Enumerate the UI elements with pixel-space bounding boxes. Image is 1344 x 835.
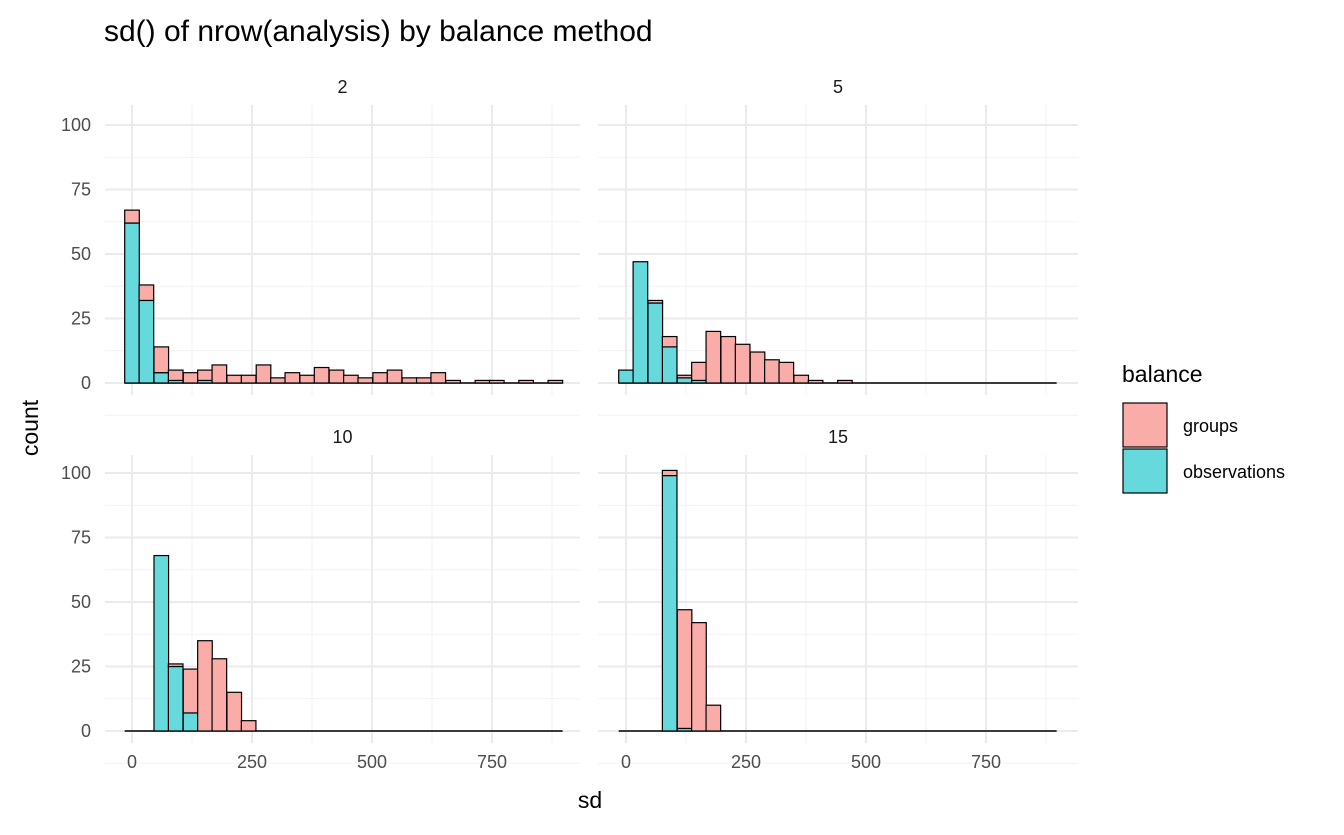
x-tick-label: 750 — [477, 752, 507, 772]
legend-title: balance — [1122, 361, 1203, 387]
facet-label: 5 — [833, 77, 843, 97]
y-tick-label: 50 — [71, 592, 91, 612]
x-tick-label: 750 — [971, 752, 1001, 772]
bar-groups — [778, 361, 795, 384]
bar-groups — [299, 374, 316, 384]
bar-groups — [372, 372, 389, 384]
bar-groups — [226, 374, 243, 384]
y-tick-label: 75 — [71, 528, 91, 548]
x-tick-label: 0 — [621, 752, 631, 772]
bar-observations — [153, 554, 170, 732]
bar-groups — [676, 609, 693, 730]
bar-groups — [270, 377, 286, 384]
y-tick-label: 0 — [81, 721, 91, 741]
facet-panel-15: 15 0 250 500 750 — [598, 427, 1078, 772]
bar-groups — [240, 720, 257, 732]
bar-groups — [226, 691, 243, 732]
y-tick-label: 100 — [61, 115, 91, 135]
bar-groups — [474, 379, 491, 384]
bar-groups — [518, 379, 534, 384]
bar-groups — [445, 379, 462, 384]
x-tick-label: 500 — [357, 752, 387, 772]
bar-observations — [153, 372, 170, 384]
bar-observations — [138, 299, 155, 384]
legend: balance groups observations — [1122, 361, 1285, 494]
bar-groups — [197, 640, 213, 732]
x-tick-label: 500 — [851, 752, 881, 772]
bar-groups — [401, 377, 418, 384]
legend-key-observations — [1122, 448, 1168, 494]
bar-groups — [167, 663, 184, 668]
x-tick-label: 250 — [731, 752, 761, 772]
bar-observations — [167, 665, 184, 732]
bar-groups — [153, 346, 170, 374]
chart-title: sd() of nrow(analysis) by balance method — [104, 15, 653, 48]
y-axis-label: count — [17, 399, 43, 456]
bar-groups — [836, 379, 853, 384]
facet-label: 15 — [828, 427, 848, 447]
bar-groups — [691, 622, 707, 732]
bar-groups — [676, 374, 693, 379]
bar-groups — [705, 330, 722, 384]
bar-groups — [691, 361, 707, 382]
bar-observations — [661, 346, 678, 384]
bar-groups — [255, 364, 272, 384]
x-tick-label: 0 — [127, 752, 137, 772]
bar-observations — [618, 369, 634, 384]
bar-groups — [793, 374, 810, 384]
bar-groups — [167, 369, 184, 382]
x-tick-label: 250 — [237, 752, 267, 772]
bar-observations — [632, 261, 649, 384]
y-tick-label: 100 — [61, 463, 91, 483]
bar-observations — [182, 712, 199, 732]
y-tick-label: 25 — [71, 309, 91, 329]
facet-panel-5: 5 — [598, 77, 1078, 416]
bar-groups — [807, 379, 824, 384]
bar-groups — [211, 364, 228, 384]
y-tick-label: 75 — [71, 180, 91, 200]
legend-label-groups: groups — [1183, 416, 1238, 436]
bar-groups — [240, 374, 257, 384]
bar-groups — [547, 379, 564, 384]
bar-groups — [764, 359, 780, 384]
bar-groups — [138, 284, 155, 302]
y-tick-label: 0 — [81, 373, 91, 393]
bar-groups — [430, 372, 447, 384]
bar-groups — [342, 374, 359, 384]
bar-groups — [284, 372, 301, 384]
bar-groups — [357, 377, 374, 384]
bar-observations — [124, 222, 140, 384]
bar-groups — [720, 335, 737, 384]
bar-groups — [705, 704, 722, 732]
bar-groups — [328, 369, 345, 384]
bar-groups — [197, 369, 213, 382]
y-tick-label: 50 — [71, 244, 91, 264]
bar-groups — [182, 372, 199, 384]
x-axis-label: sd — [578, 787, 602, 813]
bar-groups — [211, 658, 228, 732]
y-tick-label: 25 — [71, 657, 91, 677]
bar-observations — [647, 302, 664, 384]
facet-panel-2: 2 0 25 50 75 100 — [61, 77, 580, 416]
bar-observations — [661, 474, 678, 732]
bar-groups — [488, 379, 505, 384]
bar-groups — [415, 377, 432, 384]
bar-groups — [124, 209, 140, 224]
bar-groups — [749, 351, 766, 384]
bar-groups — [661, 469, 678, 477]
facet-label: 10 — [332, 427, 352, 447]
bar-groups — [386, 369, 403, 384]
bar-groups — [182, 668, 199, 714]
bar-groups — [734, 343, 751, 384]
legend-key-groups — [1122, 402, 1168, 448]
facet-label: 2 — [337, 77, 347, 97]
bar-observations — [676, 377, 693, 384]
legend-label-observations: observations — [1183, 462, 1285, 482]
bar-groups — [647, 299, 664, 304]
bar-groups — [661, 335, 678, 348]
bar-groups — [313, 366, 330, 384]
